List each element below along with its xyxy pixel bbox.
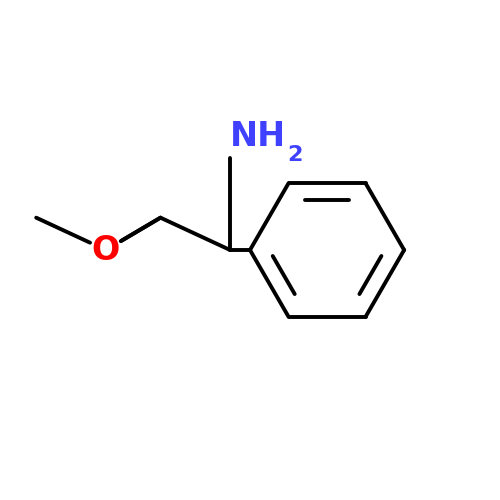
- Text: 2: 2: [288, 146, 302, 166]
- Text: NH: NH: [230, 120, 286, 153]
- Text: O: O: [92, 234, 120, 266]
